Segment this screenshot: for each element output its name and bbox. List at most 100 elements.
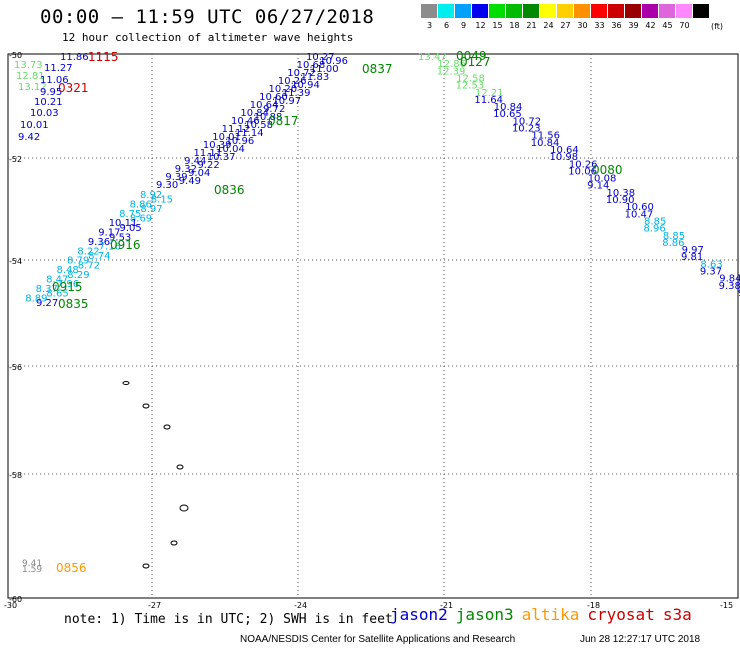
island-outline — [142, 563, 150, 569]
wave-height-label: 11.00 — [310, 64, 339, 75]
footer-note: note: 1) Time is in UTC; 2) SWH is in fe… — [64, 612, 393, 627]
wave-height-label: 10.21 — [34, 97, 63, 108]
scale-unit: (ft) — [711, 22, 724, 31]
wave-height-label: 1.59 — [22, 565, 42, 575]
wave-height-label: 9.32 — [175, 164, 197, 175]
wave-height-label: 8.86 — [662, 238, 684, 249]
wave-height-label: 11.83 — [301, 72, 330, 83]
color-scale-legend: 3 6 9 12 15 18 21 24 27 30 33 36 39 42 45 70 (ft) — [421, 4, 723, 31]
wave-height-label: 8.89 — [25, 293, 47, 304]
wave-height-label: 9.53 — [109, 232, 131, 243]
scale-label: 9 — [460, 21, 467, 30]
scale-label: 42 — [645, 21, 656, 30]
wave-height-label: 8.75 — [119, 209, 141, 220]
wave-height-label: 8.85 — [644, 216, 666, 227]
scale-bin: 15 — [489, 4, 506, 31]
wave-height-label: 8.97 — [140, 204, 162, 215]
wave-height-label: 10.84 — [240, 108, 269, 119]
wave-height-label: 10.26 — [569, 159, 598, 170]
scale-swatch — [591, 4, 608, 18]
scale-bin: 70 — [676, 4, 693, 31]
wave-height-label: 10.84 — [531, 138, 560, 149]
island-outline — [170, 540, 178, 546]
wave-height-label: 10.27 — [306, 52, 335, 63]
wave-height-label: 9.17 — [98, 228, 120, 239]
wave-height-label: 9.14 — [587, 181, 609, 192]
scale-bin: 36 — [608, 4, 625, 31]
wave-height-label: 10.96 — [319, 56, 348, 67]
wave-height-label: 10.20 — [269, 84, 298, 95]
wave-height-label: 8.74 — [88, 251, 110, 262]
scale-label: 45 — [662, 21, 673, 30]
scale-swatch — [523, 4, 540, 18]
wave-height-label: 9.05 — [119, 223, 141, 234]
scale-bin: 39 — [625, 4, 642, 31]
pass-time-label: 0856 — [56, 561, 87, 575]
pass-time-label: 1115 — [88, 50, 119, 64]
wave-height-label: 9.97 — [682, 245, 704, 256]
wave-height-label: 10.47 — [625, 209, 654, 220]
wave-height-label: 10.03 — [30, 108, 59, 119]
island-outline — [142, 403, 150, 409]
wave-height-label: 7.16 — [99, 242, 121, 253]
scale-swatch — [574, 4, 591, 18]
wave-height-label: 8.79 — [67, 256, 89, 267]
scale-swatch — [642, 4, 659, 18]
scale-label: 27 — [560, 21, 571, 30]
wave-height-label: 10.88 — [254, 112, 283, 123]
pass-time-label: 0837 — [362, 62, 393, 76]
wave-height-label: 10.60 — [625, 202, 654, 213]
wave-height-label: 10.60 — [259, 92, 288, 103]
scale-label: 12 — [475, 21, 486, 30]
scale-bin: 12 — [472, 4, 489, 31]
scale-swatch — [557, 4, 574, 18]
satellite-legend: jason2 jason3 altika cryosat s3a — [390, 605, 692, 624]
wave-height-label: 9.84 — [719, 274, 740, 285]
wave-height-label: 10.26 — [278, 76, 307, 87]
wave-height-label: 10.37 — [207, 152, 236, 163]
scale-label: 21 — [526, 21, 537, 30]
legend-s3a: s3a — [662, 605, 692, 624]
pass-time-label: 0321 — [58, 81, 89, 95]
scale-label: 6 — [443, 21, 450, 30]
scale-label: 18 — [509, 21, 520, 30]
wave-height-label: 8.65 — [46, 289, 68, 300]
legend-jason2: jason2 — [390, 605, 448, 624]
scale-label: 36 — [611, 21, 622, 30]
wave-height-label: 8.48 — [57, 265, 79, 276]
wave-height-label: 8.29 — [67, 270, 89, 281]
wave-height-label: 9.38 — [719, 281, 740, 292]
scale-swatch — [421, 4, 438, 18]
wave-height-label: 10.58 — [244, 120, 273, 131]
scale-label: 39 — [628, 21, 639, 30]
scale-bin: 9 — [455, 4, 472, 31]
wave-height-label: 11.12 — [222, 124, 251, 135]
wave-height-label: 9.39 — [165, 172, 187, 183]
wave-height-label: 12.58 — [456, 73, 485, 84]
scale-swatch — [676, 4, 693, 18]
wave-height-label: 9.37 — [700, 267, 722, 278]
scale-bin: 30 — [574, 4, 591, 31]
wave-height-label: 9.49 — [179, 176, 201, 187]
wave-height-label: 10.94 — [291, 80, 320, 91]
wave-height-label: 10.68 — [297, 60, 326, 71]
lat-label: -54 — [9, 257, 22, 266]
wave-height-label: 8.92 — [140, 190, 162, 201]
wave-height-label: 12.86 — [437, 59, 466, 70]
wave-height-label: 9.81 — [681, 252, 703, 263]
pass-time-label: 0915 — [52, 280, 83, 294]
scale-label: 30 — [577, 21, 588, 30]
scale-swatch — [455, 4, 472, 18]
wave-height-label: 8.86 — [130, 199, 152, 210]
wave-height-label: 13.47 — [418, 52, 447, 63]
wave-height-label: 10.72 — [513, 116, 542, 127]
wave-height-label: 8.37 — [36, 284, 58, 295]
wave-height-label: 10.08 — [588, 174, 617, 185]
wave-height-label: 11.39 — [282, 88, 311, 99]
wave-height-label: 13.12 — [18, 82, 47, 93]
wave-height-label: 12.39 — [437, 66, 466, 77]
lat-label: -60 — [9, 595, 22, 604]
credit-text: NOAA/NESDIS Center for Satellite Applica… — [240, 634, 516, 645]
wave-height-label: 13.73 — [14, 60, 43, 71]
lon-label: -27 — [148, 601, 161, 610]
